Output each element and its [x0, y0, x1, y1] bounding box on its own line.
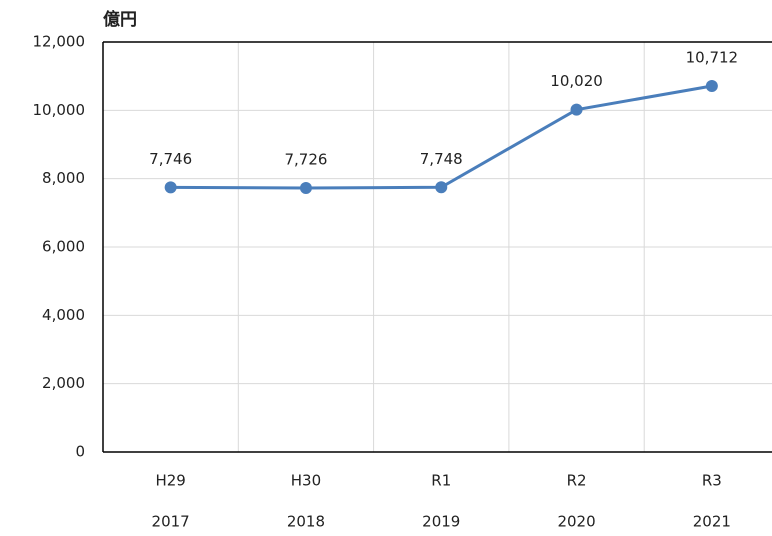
- x-tick-label: 2017: [152, 513, 190, 531]
- data-label: 10,712: [686, 49, 739, 67]
- data-label: 10,020: [550, 72, 603, 90]
- data-point: [570, 103, 583, 116]
- y-tick-label: 4,000: [42, 306, 85, 324]
- data-label: 7,746: [149, 150, 192, 168]
- x-tick-label: 2020: [557, 513, 595, 531]
- data-label: 7,748: [420, 150, 463, 168]
- x-tick-label: 2019: [422, 513, 460, 531]
- data-point: [435, 181, 448, 194]
- data-label: 7,726: [284, 151, 327, 169]
- x-tick-label: 2021: [693, 513, 731, 531]
- y-tick-label: 2,000: [42, 374, 85, 392]
- y-tick-label: 12,000: [33, 33, 86, 51]
- y-tick-label: 8,000: [42, 169, 85, 187]
- y-axis-unit: 億円: [103, 9, 137, 30]
- x-tick-label: H29: [155, 472, 185, 490]
- x-tick-label: R3: [702, 472, 722, 490]
- data-point: [705, 80, 718, 93]
- y-tick-label: 0: [75, 443, 85, 461]
- x-tick-label: R1: [431, 472, 451, 490]
- y-tick-label: 6,000: [42, 238, 85, 256]
- x-tick-label: 2018: [287, 513, 325, 531]
- series-line: [170, 84, 713, 190]
- data-point: [164, 181, 177, 194]
- x-tick-label: H30: [291, 472, 321, 490]
- data-point: [299, 182, 312, 195]
- y-tick-label: 10,000: [33, 101, 86, 119]
- x-tick-label: R2: [567, 472, 587, 490]
